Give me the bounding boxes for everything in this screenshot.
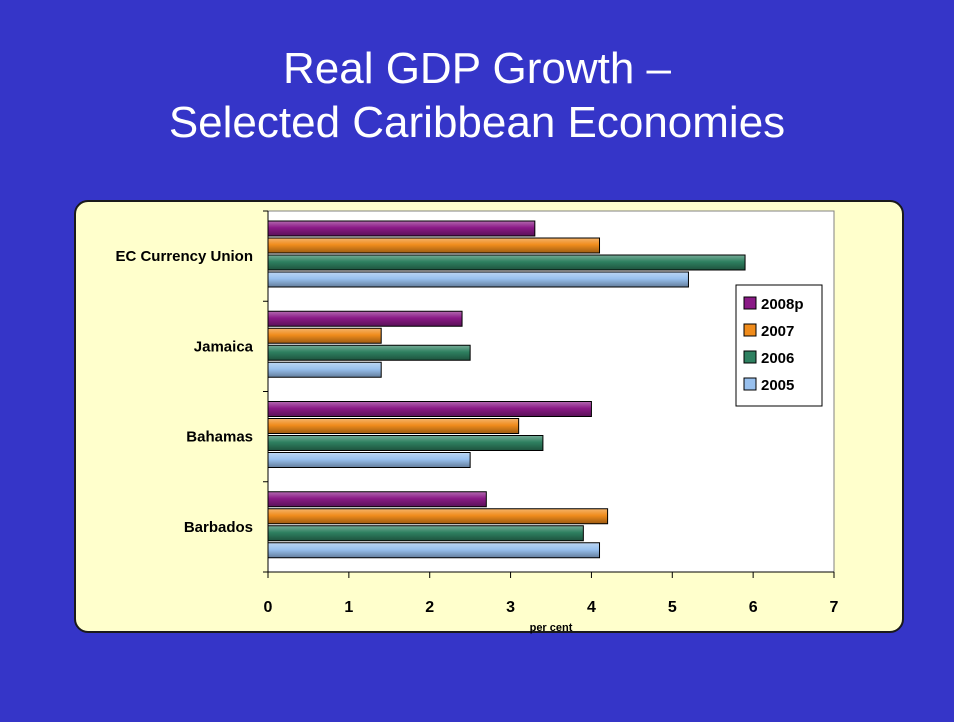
x-tick-label: 1: [344, 599, 353, 616]
category-label: Bahamas: [186, 429, 253, 446]
legend-label-2008p: 2008p: [761, 296, 804, 313]
bar-2005-ec-currency-union: [267, 271, 689, 288]
legend-swatch-2006: [743, 350, 757, 364]
bar-2006-ec-currency-union: [267, 254, 746, 271]
title-line-2: Selected Caribbean Economies: [168, 98, 786, 147]
bar-2007-barbados: [267, 508, 609, 525]
legend-label-2006: 2006: [761, 350, 794, 367]
x-tick-label: 4: [587, 599, 596, 616]
legend-label-2005: 2005: [761, 377, 794, 394]
legend-swatch-2005: [743, 377, 757, 391]
category-label: Jamaica: [194, 338, 254, 355]
x-tick-label: 5: [668, 599, 677, 616]
bar-2008p-jamaica: [267, 310, 463, 327]
bar-2008p-ec-currency-union: [267, 220, 536, 237]
x-tick-label: 2: [425, 599, 434, 616]
x-tick-label: 0: [264, 599, 273, 616]
bar-2005-jamaica: [267, 361, 382, 378]
x-tick-label: 6: [749, 599, 758, 616]
slide-title: Real GDP Growth – Selected Caribbean Eco…: [0, 42, 954, 150]
legend-swatch-2008p: [743, 296, 757, 310]
bar-2008p-bahamas: [267, 401, 592, 417]
category-label: Barbados: [184, 519, 253, 536]
bar-2007-jamaica: [267, 327, 382, 344]
bar-2006-bahamas: [267, 435, 544, 451]
bar-2005-barbados: [267, 542, 601, 559]
x-tick-label: 7: [830, 599, 839, 616]
bar-2006-jamaica: [267, 344, 471, 361]
bar-2008p-barbados: [267, 491, 487, 508]
bar-2006-barbados: [267, 525, 584, 542]
bar-2007-bahamas: [267, 418, 520, 434]
category-label: EC Currency Union: [115, 248, 253, 265]
x-axis-title: per cent: [530, 622, 573, 634]
bar-2007-ec-currency-union: [267, 237, 601, 254]
x-tick-label: 3: [506, 599, 515, 616]
bar-2005-bahamas: [267, 452, 471, 468]
legend-label-2007: 2007: [761, 323, 794, 340]
title-line-1: Real GDP Growth –: [282, 44, 671, 93]
legend-swatch-2007: [743, 323, 757, 337]
